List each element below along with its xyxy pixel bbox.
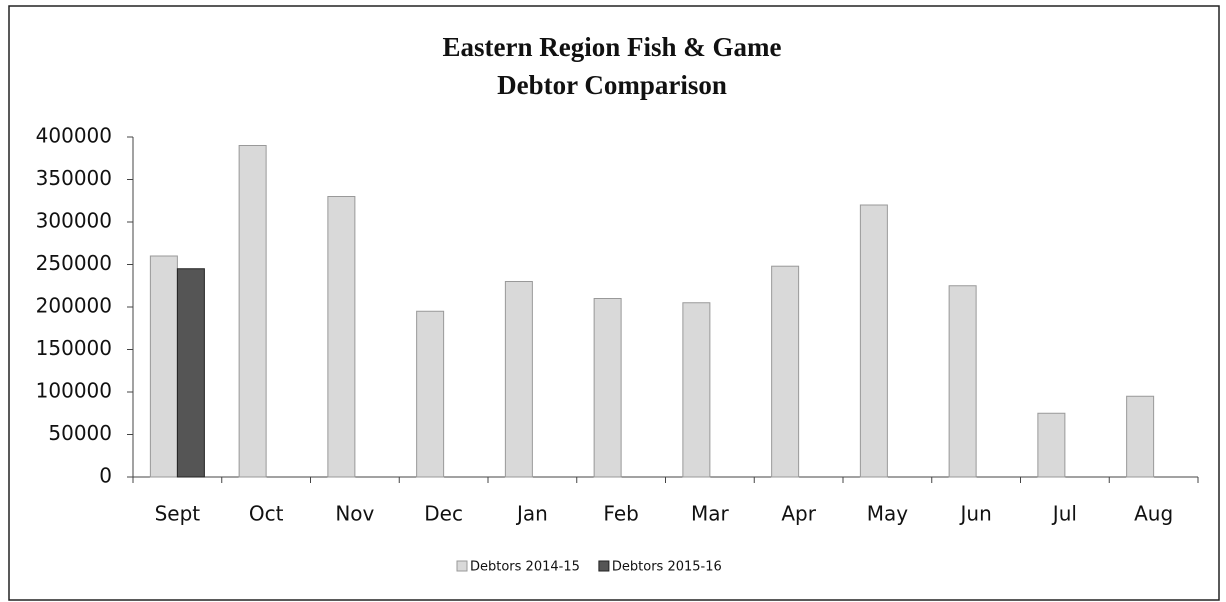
y-tick-label: 350000 xyxy=(36,166,112,190)
y-tick-label: 300000 xyxy=(36,209,112,233)
x-tick-label: Aug xyxy=(1134,502,1173,526)
bar xyxy=(327,196,356,478)
bar xyxy=(416,310,445,478)
x-tick-label: Jul xyxy=(1051,502,1077,526)
chart-subtitle: Debtor Comparison xyxy=(497,70,727,100)
bar xyxy=(859,204,888,478)
legend-swatch xyxy=(456,560,468,572)
x-tick-label: Sept xyxy=(155,502,201,526)
y-tick-label: 100000 xyxy=(36,379,112,403)
y-tick-label: 150000 xyxy=(36,336,112,360)
legend-swatch xyxy=(598,560,610,572)
x-tick-label: Oct xyxy=(249,502,284,526)
x-tick-label: May xyxy=(867,502,909,526)
bar xyxy=(1126,395,1155,478)
bar xyxy=(948,285,977,478)
y-tick-label: 400000 xyxy=(36,124,112,148)
bar xyxy=(1037,412,1066,478)
x-tick-label: Feb xyxy=(603,502,638,526)
x-tick-label: Mar xyxy=(691,502,730,526)
bar xyxy=(238,145,267,478)
y-tick-label: 250000 xyxy=(36,251,112,275)
bar xyxy=(771,265,800,478)
legend-label: Debtors 2015-16 xyxy=(612,560,722,575)
x-tick-label: Jan xyxy=(515,502,548,526)
bar xyxy=(593,298,622,478)
legend-label: Debtors 2014-15 xyxy=(470,560,580,575)
bar xyxy=(682,302,711,478)
x-tick-label: Apr xyxy=(781,502,816,526)
x-tick-label: Jun xyxy=(959,502,992,526)
bar xyxy=(149,255,178,478)
chart-title: Eastern Region Fish & Game xyxy=(443,32,782,62)
x-tick-label: Dec xyxy=(424,502,463,526)
y-tick-label: 200000 xyxy=(36,294,112,318)
bar xyxy=(504,281,533,478)
bar xyxy=(176,268,205,478)
y-tick-label: 0 xyxy=(99,464,112,488)
x-tick-label: Nov xyxy=(335,502,374,526)
y-tick-label: 50000 xyxy=(48,421,112,445)
